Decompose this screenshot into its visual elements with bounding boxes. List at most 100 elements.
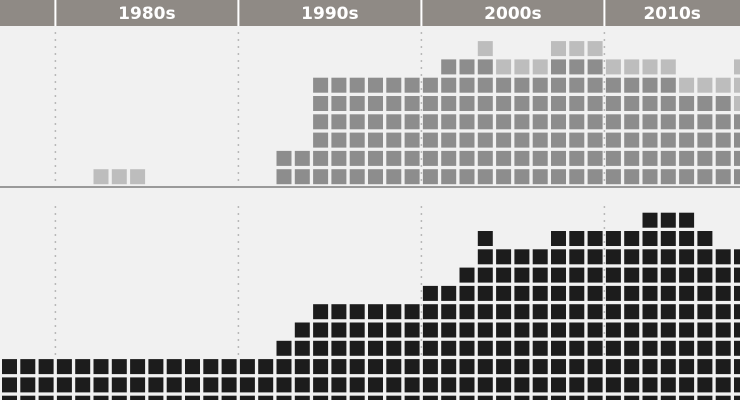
unit-square [697,231,713,246]
unit-square [477,41,493,57]
unit-square [349,132,365,148]
unit-square [313,132,329,148]
unit-square [368,114,383,130]
unit-square [679,169,695,185]
unit-square [734,96,740,111]
unit-square [477,231,493,246]
unit-square [422,322,438,338]
unit-square [551,114,566,130]
unit-square [349,322,365,338]
unit-square [441,359,457,375]
unit-square [532,96,548,111]
unit-square [239,359,255,375]
unit-square [111,377,127,393]
unit-square [551,249,566,265]
unit-square [624,231,640,246]
unit-square [294,377,310,393]
unit-square [642,59,658,75]
unit-square [605,96,621,111]
unit-square [734,77,740,93]
decade-divider [603,0,606,26]
unit-square [20,359,36,375]
unit-square [734,114,740,130]
unit-square [368,377,383,393]
unit-square [679,96,695,111]
unit-square [313,377,329,393]
unit-square [660,285,676,301]
unit-square [496,359,512,375]
unit-square [386,114,402,130]
unit-square [441,395,457,400]
unit-square [532,395,548,400]
unit-square [551,285,566,301]
unit-square [477,169,493,185]
decade-label: 1980s [118,4,175,24]
unit-square [605,359,621,375]
unit-square [734,395,740,400]
unit-square [459,377,475,393]
unit-square [221,377,237,393]
unit-square [496,395,512,400]
unit-square [587,77,603,93]
unit-square [532,322,548,338]
unit-square [349,395,365,400]
unit-square [239,395,255,400]
unit-square [624,322,640,338]
unit-square [624,59,640,75]
unit-square [166,359,182,375]
unit-square [624,377,640,393]
unit-square [679,77,695,93]
unit-square [422,132,438,148]
unit-square [422,169,438,185]
unit-square [386,395,402,400]
unit-square [514,77,530,93]
unit-square [422,359,438,375]
unit-square [404,96,420,111]
unit-square [715,395,731,400]
unit-square [459,267,475,283]
unit-square [697,114,713,130]
unit-square [715,114,731,130]
unit-square [679,304,695,320]
unit-square [441,285,457,301]
unit-square [404,77,420,93]
unit-square [532,267,548,283]
unit-square [569,267,585,283]
unit-square [660,169,676,185]
unit-square [93,169,109,185]
unit-square [313,304,329,320]
unit-square [605,267,621,283]
unit-square [551,322,566,338]
unit-square [313,77,329,93]
unit-square [166,377,182,393]
unit-square [386,340,402,356]
unit-square [660,359,676,375]
unit-square [331,150,347,166]
unit-square [551,169,566,185]
unit-square [185,395,200,400]
unit-square [441,150,457,166]
unit-square [605,77,621,93]
unit-square [313,395,329,400]
decade-divider [420,0,423,26]
unit-square [459,359,475,375]
unit-square [441,169,457,185]
unit-square [441,340,457,356]
unit-square [441,377,457,393]
unit-square [660,304,676,320]
unit-square [587,249,603,265]
unit-square [441,59,457,75]
unit-square [587,395,603,400]
unit-square [422,150,438,166]
unit-square [496,150,512,166]
unit-square [715,359,731,375]
unit-square [386,132,402,148]
unit-square [514,249,530,265]
unit-square [441,77,457,93]
unit-square [313,340,329,356]
unit-square [496,285,512,301]
unit-square [276,377,292,393]
unit-square [734,59,740,75]
unit-square [605,59,621,75]
unit-square [477,249,493,265]
